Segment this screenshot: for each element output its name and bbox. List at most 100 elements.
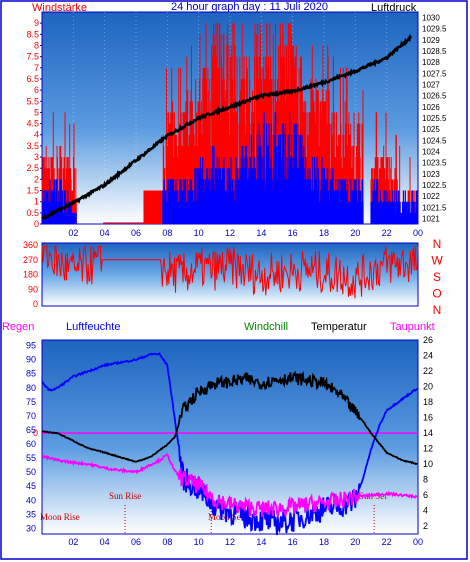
temperature-tick-label: 12 <box>423 444 433 454</box>
top-time-axis: 02 04 06 08 10 12 14 16 18 20 22 00 <box>68 228 423 238</box>
time-tick-label: 06 <box>131 228 141 238</box>
temperature-line <box>42 370 418 466</box>
time-tick-label: 20 <box>350 228 360 238</box>
wind-tick-label: 0.5 <box>26 208 39 218</box>
humidity-tick-label: 45 <box>26 481 36 491</box>
pressure-tick-label: 1026 <box>422 103 440 112</box>
pressure-tick-label: 1022.5 <box>422 181 447 190</box>
humidity-tick-label: 65 <box>26 425 36 435</box>
pressure-tick-label: 1022 <box>422 192 440 201</box>
graph-title: 24 hour graph day : 11 Juli 2020 <box>171 1 328 13</box>
temperature-tick-label: 22 <box>423 366 433 376</box>
time-tick-label: 20 <box>350 537 360 547</box>
temperature-tick-label: 14 <box>423 428 433 438</box>
humidity-tick-label: 75 <box>26 397 36 407</box>
temperature-axis: 26 24 22 20 18 16 14 12 10 8 6 4 2 <box>423 335 433 531</box>
humidity-tick-label: 30 <box>26 523 36 533</box>
direction-tick-label: 270 <box>23 255 38 265</box>
pressure-tick-label: 1024 <box>422 147 440 156</box>
pressure-tick-label: 1024.5 <box>422 136 447 145</box>
pressure-tick-label: 1029.5 <box>422 25 447 34</box>
wind-tick-label: 8.5 <box>26 29 39 39</box>
time-tick-label: 08 <box>162 228 172 238</box>
wind-tick-label: 6.5 <box>26 74 39 84</box>
humidity-tick-label: 85 <box>26 369 36 379</box>
wind-tick-label: 5.5 <box>26 96 39 106</box>
wind-tick-label: 1 <box>34 197 39 207</box>
pressure-axis: 1030 1029.5 1029 1028.5 1028 1027.5 1027 1026.5… <box>422 14 447 224</box>
time-tick-label: 04 <box>100 537 110 547</box>
time-tick-label: 12 <box>225 537 235 547</box>
windstaerke-label: Windstärke <box>32 2 87 14</box>
pressure-tick-label: 1029 <box>422 36 440 45</box>
pressure-tick-label: 1025.5 <box>422 114 447 123</box>
time-tick-label: 00 <box>413 228 423 238</box>
temperature-tick-label: 26 <box>423 335 433 345</box>
wind-tick-label: 8 <box>34 40 39 50</box>
time-tick-label: 00 <box>413 537 423 547</box>
event-label: Sun Rise <box>109 491 141 501</box>
humidity-line <box>41 352 418 536</box>
time-tick-label: 02 <box>68 537 78 547</box>
legend-regen: Regen <box>2 321 34 333</box>
humidity-tick-label: 70 <box>26 411 36 421</box>
compass-letter: O <box>432 287 441 301</box>
time-tick-label: 14 <box>256 228 266 238</box>
event-label: Moon Rise <box>40 512 80 522</box>
time-tick-label: 18 <box>319 228 329 238</box>
wind-tick-label: 2.5 <box>26 163 39 173</box>
pressure-tick-label: 1023 <box>422 170 440 179</box>
temperature-tick-label: 24 <box>423 351 433 361</box>
wind-tick-label: 3 <box>34 152 39 162</box>
time-tick-label: 02 <box>68 228 78 238</box>
compass-letter: W <box>431 254 443 268</box>
time-tick-label: 04 <box>100 228 110 238</box>
wind-tick-label: 1.5 <box>26 186 39 196</box>
wind-axis: 00.511.5 22.533.544.5 55.566.577.5 88.59 <box>26 18 42 229</box>
wind-tick-label: 4 <box>34 130 39 140</box>
time-tick-label: 10 <box>194 537 204 547</box>
time-tick-label: 22 <box>382 537 392 547</box>
wind-tick-label: 7.5 <box>26 52 39 62</box>
time-tick-label: 08 <box>162 537 172 547</box>
wind-tick-label: 7 <box>34 63 39 73</box>
pressure-tick-label: 1021.5 <box>422 203 447 212</box>
time-tick-label: 10 <box>194 228 204 238</box>
pressure-tick-label: 1021 <box>422 214 440 223</box>
time-tick-label: 18 <box>319 537 329 547</box>
compass-letter: S <box>433 270 441 284</box>
pressure-tick-label: 1025 <box>422 125 440 134</box>
time-tick-label: 06 <box>131 537 141 547</box>
time-tick-label: 16 <box>288 228 298 238</box>
humidity-tick-label: 40 <box>26 495 36 505</box>
humidity-tick-label: 95 <box>26 341 36 351</box>
legend-taupunkt: Taupunkt <box>390 321 435 333</box>
humidity-tick-label: 35 <box>26 509 36 519</box>
direction-tick-label: 360 <box>23 240 38 250</box>
wind-direction-line <box>41 244 419 299</box>
pressure-tick-label: 1023.5 <box>422 159 447 168</box>
pressure-tick-label: 1028.5 <box>422 47 447 56</box>
time-tick-label: 12 <box>225 228 235 238</box>
direction-tick-label: 0 <box>33 299 38 309</box>
direction-axis: 360 270 180 90 0 <box>23 240 38 309</box>
compass-letter: N <box>433 237 442 251</box>
wind-tick-label: 3.5 <box>26 141 39 151</box>
humidity-tick-label: 80 <box>26 383 36 393</box>
temperature-tick-label: 10 <box>423 459 433 469</box>
direction-tick-label: 90 <box>28 284 38 294</box>
humidity-tick-label: 90 <box>26 355 36 365</box>
wind-tick-label: 6 <box>34 85 39 95</box>
pressure-tick-label: 1027 <box>422 81 440 90</box>
temperature-tick-label: 6 <box>423 490 428 500</box>
wind-tick-label: 4.5 <box>26 119 39 129</box>
humidity-axis: 95 90 85 80 75 70 65 60 55 50 45 40 35 30 <box>26 341 36 534</box>
bottom-time-axis: 02 04 06 08 10 12 14 16 18 20 22 00 <box>68 537 423 547</box>
temperature-tick-label: 20 <box>423 382 433 392</box>
pressure-tick-label: 1030 <box>422 14 440 23</box>
humidity-tick-label: 50 <box>26 467 36 477</box>
temperature-tick-label: 2 <box>423 521 428 531</box>
temperature-tick-label: 16 <box>423 413 433 423</box>
rain-tick: 0 <box>33 428 38 438</box>
